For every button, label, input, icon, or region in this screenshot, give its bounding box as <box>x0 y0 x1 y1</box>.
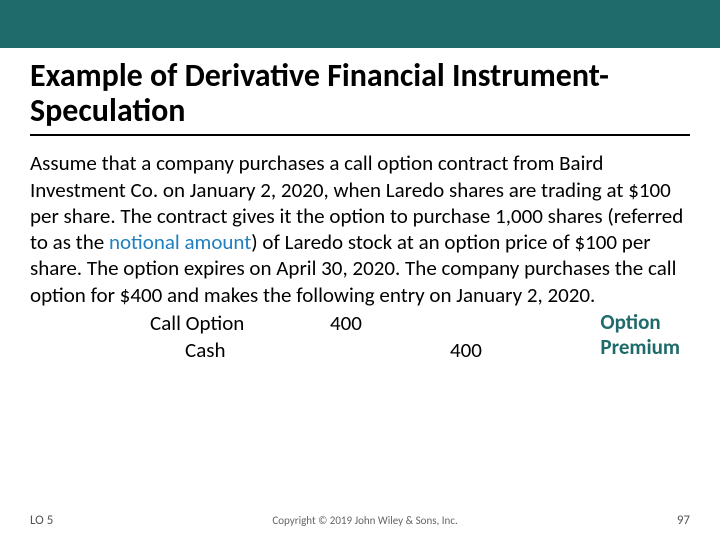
debit-account: Call Option <box>30 310 330 337</box>
notional-amount-term: notional amount <box>109 229 251 255</box>
page-number: 97 <box>677 513 690 528</box>
slide: Example of Derivative Financial Instrume… <box>0 0 720 540</box>
credit-account: Cash <box>30 337 330 364</box>
credit-debit-blank <box>330 337 450 364</box>
debit-amount: 400 <box>330 310 450 337</box>
content-area: Example of Derivative Financial Instrume… <box>0 48 720 364</box>
annotation-line2: Premium <box>600 335 680 360</box>
copyright: Copyright © 2019 John Wiley & Sons, Inc. <box>53 514 676 527</box>
body-paragraph: Assume that a company purchases a call o… <box>30 150 690 308</box>
top-bar <box>0 0 720 48</box>
journal-debit-row: Call Option 400 <box>30 310 690 337</box>
option-premium-annotation: Option Premium <box>600 310 680 360</box>
annotation-line1: Option <box>600 310 680 335</box>
slide-title: Example of Derivative Financial Instrume… <box>30 58 690 128</box>
journal-credit-row: Cash 400 <box>30 337 690 364</box>
journal-entry: Call Option 400 Cash 400 Option Premium <box>30 310 690 365</box>
footer: LO 5 Copyright © 2019 John Wiley & Sons,… <box>0 513 720 528</box>
credit-amount: 400 <box>450 337 550 364</box>
learning-objective: LO 5 <box>30 513 53 528</box>
debit-credit-blank <box>450 310 550 337</box>
title-rule <box>30 134 690 136</box>
